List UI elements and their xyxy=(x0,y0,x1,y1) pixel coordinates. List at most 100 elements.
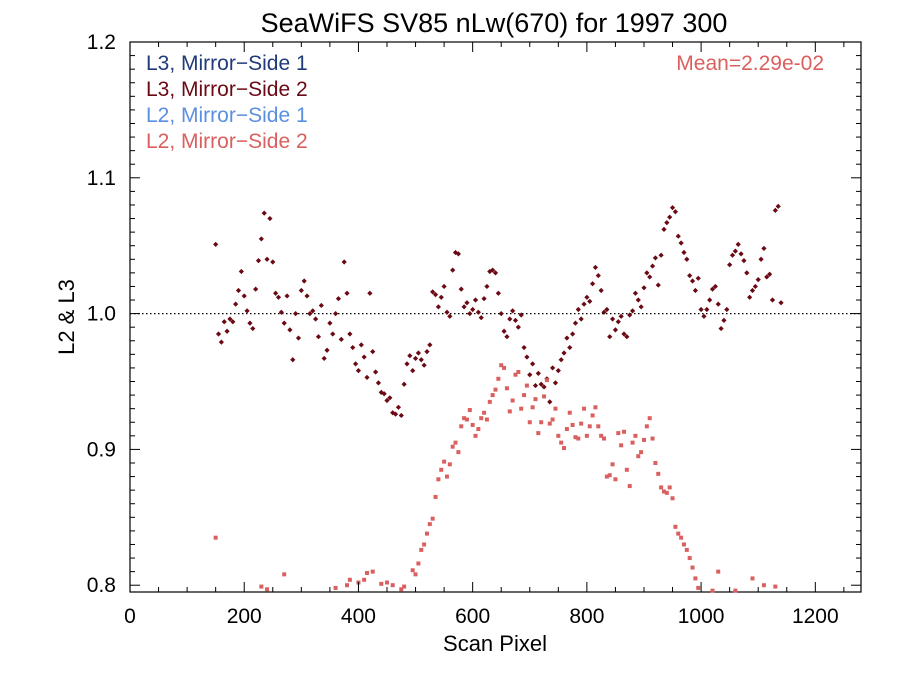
data-point-series-3 xyxy=(447,462,452,467)
data-point-series-3 xyxy=(619,443,624,448)
data-point-series-3 xyxy=(710,588,715,593)
x-tick-labels: 0 200 400 600 800 1000 1200 xyxy=(124,605,839,628)
data-point-series-1 xyxy=(387,395,393,401)
data-point-series-3 xyxy=(650,436,655,441)
data-point-series-1 xyxy=(495,290,501,296)
data-point-series-1 xyxy=(372,369,379,375)
data-point-series-1 xyxy=(332,311,339,317)
data-point-series-3 xyxy=(536,431,541,436)
data-point-series-1 xyxy=(415,350,422,356)
data-point-series-1 xyxy=(687,272,693,279)
data-point-series-3 xyxy=(607,473,612,478)
data-point-series-1 xyxy=(481,296,487,302)
data-point-series-1 xyxy=(664,220,670,226)
data-point-series-3 xyxy=(459,424,464,429)
data-point-series-3 xyxy=(630,440,635,445)
data-point-series-3 xyxy=(733,588,738,593)
data-point-series-1 xyxy=(758,256,764,262)
data-point-series-3 xyxy=(504,386,509,391)
data-point-series-1 xyxy=(658,252,664,258)
data-point-series-1 xyxy=(470,306,476,313)
data-point-series-3 xyxy=(433,494,438,499)
data-point-series-1 xyxy=(261,210,267,216)
data-point-series-1 xyxy=(550,365,556,371)
data-point-series-1 xyxy=(458,286,464,292)
data-point-series-1 xyxy=(407,353,413,359)
data-point-series-1 xyxy=(238,268,244,275)
x-tick-label: 400 xyxy=(341,605,376,628)
y-tick-label: 1.1 xyxy=(87,167,116,190)
data-point-series-1 xyxy=(293,311,299,317)
data-point-series-3 xyxy=(430,516,435,521)
data-point-series-1 xyxy=(612,327,619,333)
data-point-series-1 xyxy=(241,293,247,299)
data-point-series-3 xyxy=(567,410,572,415)
data-point-series-1 xyxy=(278,309,284,315)
data-point-series-3 xyxy=(613,477,618,482)
data-point-series-3 xyxy=(533,397,538,402)
legend-entry-l2-side2: L2, Mirror−Side 2 xyxy=(146,130,308,153)
data-point-series-1 xyxy=(524,354,530,360)
data-point-series-3 xyxy=(410,568,415,573)
data-point-series-1 xyxy=(572,320,579,326)
data-point-series-1 xyxy=(755,277,761,283)
data-point-series-1 xyxy=(729,252,736,258)
data-point-series-3 xyxy=(496,376,501,381)
y-tick-label: 0.9 xyxy=(87,438,116,461)
data-point-series-1 xyxy=(313,316,319,322)
data-point-series-1 xyxy=(438,294,444,300)
data-point-series-1 xyxy=(675,233,681,239)
data-point-series-3 xyxy=(602,436,607,441)
data-point-series-3 xyxy=(424,531,429,536)
axis-ticks xyxy=(129,41,861,592)
y-tick-label: 1.0 xyxy=(87,303,116,326)
data-point-series-3 xyxy=(484,417,489,422)
data-point-series-1 xyxy=(598,287,604,294)
data-point-series-3 xyxy=(593,405,598,410)
data-point-series-3 xyxy=(684,547,689,552)
data-point-series-1 xyxy=(769,297,776,303)
data-point-series-1 xyxy=(512,317,519,323)
data-point-series-1 xyxy=(450,267,456,273)
data-point-series-1 xyxy=(244,308,250,314)
data-point-series-1 xyxy=(255,258,262,264)
data-point-series-3 xyxy=(564,427,569,432)
data-point-series-1 xyxy=(672,209,678,215)
data-point-series-1 xyxy=(344,290,350,296)
data-point-series-1 xyxy=(707,297,713,303)
data-point-series-1 xyxy=(213,241,219,247)
data-point-series-3 xyxy=(641,437,646,442)
data-point-series-1 xyxy=(467,311,473,317)
data-point-series-1 xyxy=(401,381,407,387)
data-point-series-3 xyxy=(499,363,504,368)
data-point-series-1 xyxy=(715,301,721,307)
data-point-series-1 xyxy=(772,207,778,213)
data-point-series-1 xyxy=(638,304,644,310)
data-point-series-1 xyxy=(310,308,316,314)
data-point-series-1 xyxy=(358,342,364,348)
data-point-series-1 xyxy=(412,355,419,362)
data-point-series-3 xyxy=(524,383,529,388)
data-point-series-1 xyxy=(712,283,718,290)
data-point-series-1 xyxy=(624,334,630,340)
data-point-series-3 xyxy=(664,490,669,495)
data-point-series-1 xyxy=(587,298,593,304)
data-point-series-1 xyxy=(318,302,324,309)
data-point-series-3 xyxy=(527,420,532,425)
data-point-series-3 xyxy=(562,446,567,451)
data-point-series-3 xyxy=(693,576,698,581)
data-point-series-3 xyxy=(653,460,658,465)
data-point-series-3 xyxy=(479,416,484,421)
data-point-series-1 xyxy=(230,319,236,325)
data-point-series-1 xyxy=(558,357,564,363)
data-point-series-3 xyxy=(556,433,561,438)
x-tick-label: 1200 xyxy=(792,605,839,628)
data-point-series-3 xyxy=(659,485,664,490)
data-point-series-1 xyxy=(607,334,613,340)
data-point-series-1 xyxy=(678,240,684,246)
data-point-series-3 xyxy=(544,378,549,383)
data-point-series-3 xyxy=(259,584,264,589)
data-point-series-1 xyxy=(652,255,659,261)
data-point-series-3 xyxy=(539,420,544,425)
data-point-series-1 xyxy=(461,304,467,310)
